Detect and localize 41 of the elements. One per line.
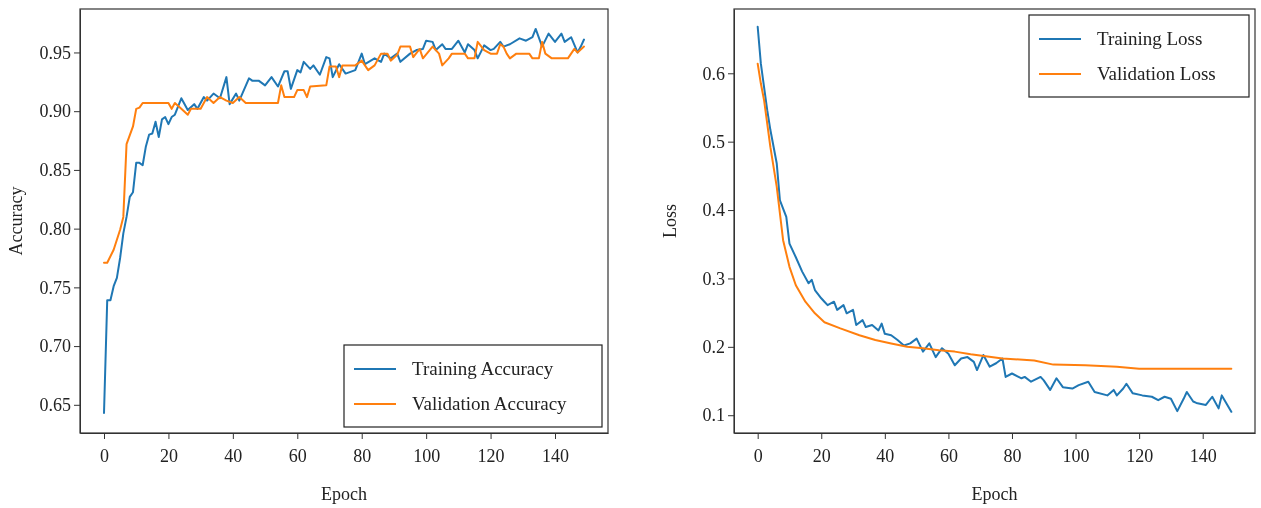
x-tick-label: 0: [100, 445, 109, 466]
y-tick-label: 0.4: [702, 200, 725, 221]
x-tick-label: 0: [753, 445, 763, 466]
y-tick-label: 0.75: [39, 277, 71, 298]
x-tick-label: 20: [159, 445, 178, 466]
x-axis-title: Epoch: [321, 484, 367, 504]
x-tick-label: 80: [353, 445, 372, 466]
x-tick-label: 60: [288, 445, 307, 466]
x-tick-label: 140: [542, 445, 570, 466]
line-series: [103, 40, 585, 264]
line-series: [103, 27, 585, 415]
y-tick-label: 0.90: [39, 101, 71, 122]
y-tick-label: 0.3: [702, 268, 725, 289]
line-series: [756, 62, 1233, 370]
x-tick-label: 140: [1189, 445, 1217, 466]
y-tick-label: 0.6: [702, 63, 725, 84]
y-tick-label: 0.85: [39, 160, 71, 181]
x-tick-label: 60: [939, 445, 958, 466]
x-tick-label: 80: [1003, 445, 1022, 466]
y-tick-label: 0.95: [39, 42, 71, 63]
y-tick-label: 0.80: [39, 218, 71, 239]
y-tick-label: 0.1: [702, 405, 725, 426]
legend-label: Training Accuracy: [412, 358, 554, 379]
y-tick-label: 0.2: [702, 337, 725, 358]
y-axis-title: Loss: [660, 203, 680, 239]
x-tick-label: 20: [812, 445, 831, 466]
x-tick-label: 120: [477, 445, 505, 466]
x-tick-label: 120: [1126, 445, 1154, 466]
y-tick-label: 0.5: [702, 131, 725, 152]
legend-label: Training Loss: [1097, 28, 1203, 49]
y-axis-title: Accuracy: [6, 186, 26, 256]
y-tick-label: 0.65: [39, 395, 71, 416]
x-tick-label: 100: [413, 445, 441, 466]
x-tick-label: 40: [224, 445, 243, 466]
x-axis-title: Epoch: [971, 484, 1018, 504]
legend-label: Validation Accuracy: [412, 393, 568, 414]
line-series: [756, 25, 1233, 413]
legend-label: Validation Loss: [1097, 63, 1216, 84]
x-tick-label: 40: [876, 445, 895, 466]
y-tick-label: 0.70: [39, 336, 71, 357]
x-tick-label: 100: [1062, 445, 1090, 466]
